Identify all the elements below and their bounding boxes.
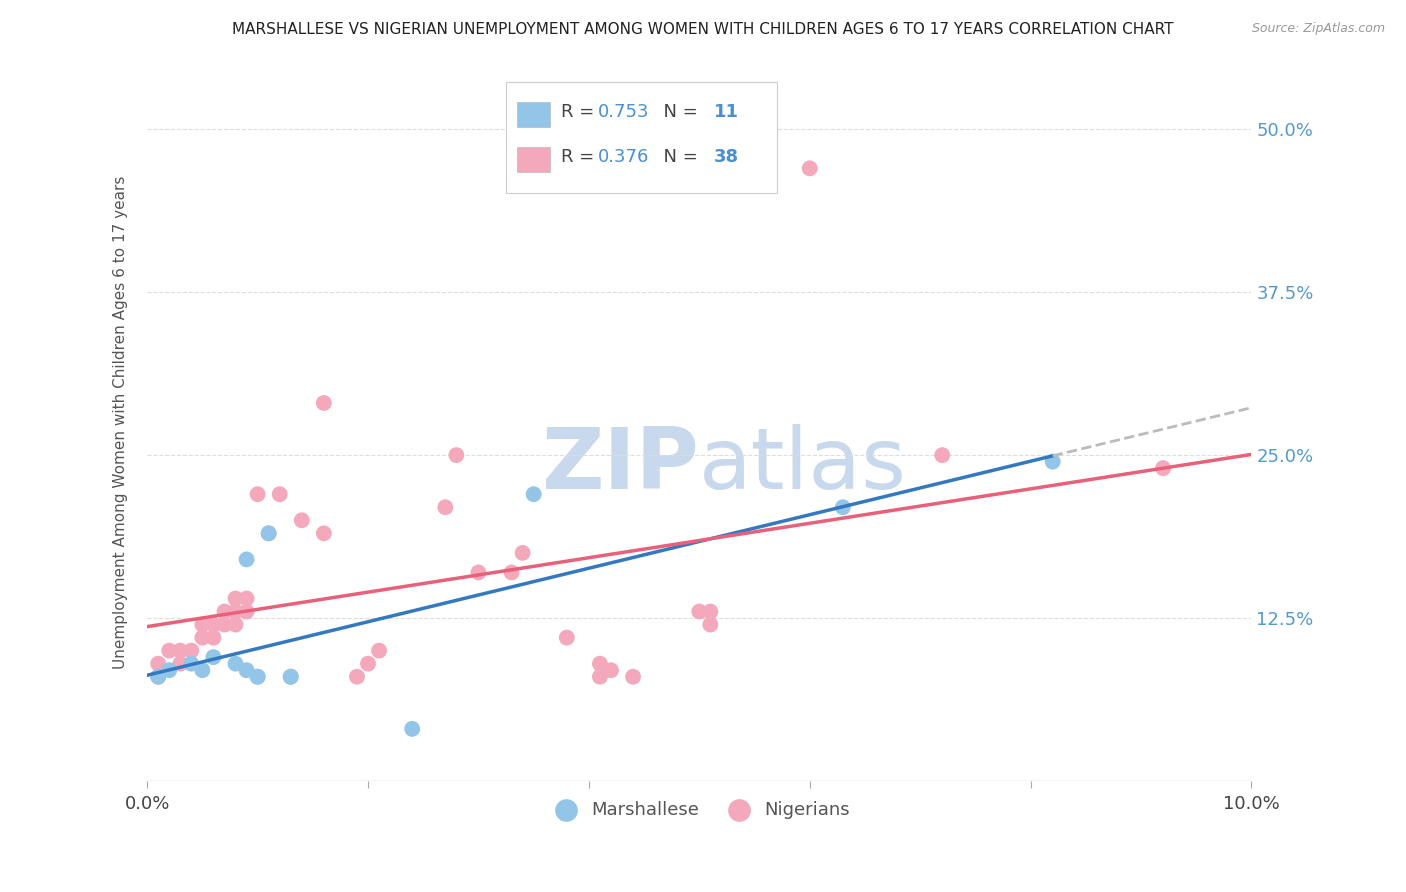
Point — [191, 617, 214, 632]
Text: R =: R = — [561, 148, 600, 166]
Point — [148, 670, 170, 684]
Point — [401, 722, 423, 736]
Point — [235, 605, 257, 619]
Point — [202, 650, 225, 665]
Text: 0.376: 0.376 — [598, 148, 650, 166]
Point — [225, 617, 247, 632]
Point — [169, 643, 191, 657]
Point — [799, 161, 821, 176]
Point — [699, 605, 721, 619]
Point — [214, 617, 236, 632]
Point — [169, 657, 191, 671]
Point — [235, 591, 257, 606]
Point — [699, 617, 721, 632]
Point — [235, 663, 257, 677]
Point — [688, 605, 710, 619]
Point — [246, 487, 269, 501]
Text: atlas: atlas — [699, 424, 907, 507]
FancyBboxPatch shape — [517, 146, 550, 172]
Point — [501, 566, 523, 580]
Point — [280, 670, 302, 684]
FancyBboxPatch shape — [517, 102, 550, 128]
Point — [312, 396, 335, 410]
Point — [512, 546, 534, 560]
Point — [312, 526, 335, 541]
Text: N =: N = — [652, 103, 703, 121]
Point — [1042, 455, 1064, 469]
Text: ZIP: ZIP — [541, 424, 699, 507]
Point — [589, 670, 612, 684]
Point — [589, 657, 612, 671]
Point — [246, 670, 269, 684]
Point — [191, 631, 214, 645]
Text: MARSHALLESE VS NIGERIAN UNEMPLOYMENT AMONG WOMEN WITH CHILDREN AGES 6 TO 17 YEAR: MARSHALLESE VS NIGERIAN UNEMPLOYMENT AMO… — [232, 22, 1174, 37]
Point — [257, 526, 280, 541]
Point — [225, 657, 247, 671]
Point — [291, 513, 314, 527]
Point — [269, 487, 291, 501]
Point — [555, 631, 578, 645]
Point — [1152, 461, 1174, 475]
Point — [831, 500, 853, 515]
Point — [148, 657, 170, 671]
Text: R =: R = — [561, 103, 600, 121]
Point — [202, 631, 225, 645]
Point — [180, 657, 202, 671]
FancyBboxPatch shape — [506, 82, 776, 193]
Text: 11: 11 — [714, 103, 738, 121]
Point — [180, 643, 202, 657]
Point — [157, 663, 180, 677]
Point — [446, 448, 468, 462]
Point — [202, 617, 225, 632]
Point — [523, 487, 546, 501]
Point — [214, 605, 236, 619]
Point — [235, 552, 257, 566]
Point — [434, 500, 457, 515]
Text: 38: 38 — [714, 148, 738, 166]
Point — [257, 526, 280, 541]
Point — [246, 670, 269, 684]
Point — [368, 643, 391, 657]
Point — [600, 663, 623, 677]
Point — [280, 670, 302, 684]
Point — [148, 670, 170, 684]
Text: 0.753: 0.753 — [598, 103, 650, 121]
Text: N =: N = — [652, 148, 703, 166]
Legend: Marshallese, Nigerians: Marshallese, Nigerians — [541, 793, 858, 826]
Y-axis label: Unemployment Among Women with Children Ages 6 to 17 years: Unemployment Among Women with Children A… — [114, 176, 128, 669]
Point — [621, 670, 644, 684]
Point — [931, 448, 953, 462]
Point — [225, 605, 247, 619]
Point — [467, 566, 489, 580]
Point — [225, 591, 247, 606]
Point — [357, 657, 380, 671]
Point — [191, 663, 214, 677]
Point — [346, 670, 368, 684]
Point — [157, 643, 180, 657]
Text: Source: ZipAtlas.com: Source: ZipAtlas.com — [1251, 22, 1385, 36]
